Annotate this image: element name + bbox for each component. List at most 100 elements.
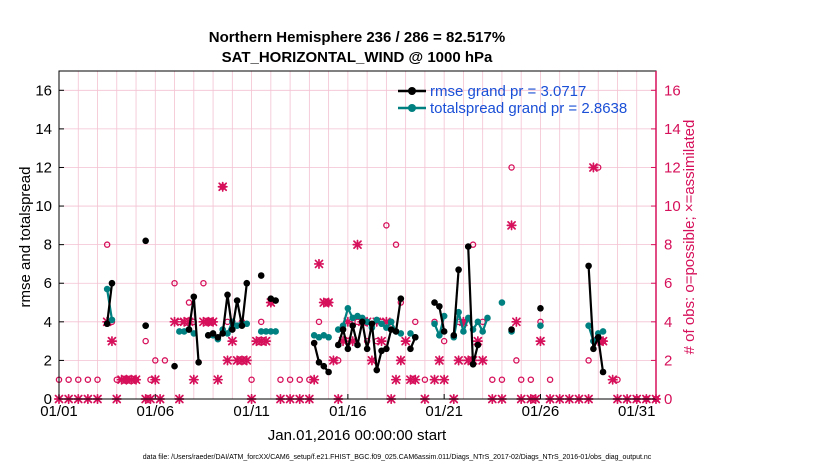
spread-point bbox=[325, 333, 332, 341]
obs-assimilated-marker bbox=[390, 374, 402, 385]
rmse-line bbox=[106, 283, 114, 324]
rmse-line bbox=[452, 269, 460, 336]
obs-possible-marker bbox=[94, 376, 101, 383]
obs-assimilated-marker bbox=[429, 374, 440, 385]
y-tick-label-right: 8 bbox=[664, 237, 672, 254]
obs-assimilated-marker bbox=[260, 336, 272, 347]
y-tick-label-right: 6 bbox=[664, 275, 672, 292]
obs-assimilated-marker bbox=[130, 374, 142, 385]
obs-assimilated-marker bbox=[439, 374, 450, 385]
rmse-point bbox=[142, 322, 149, 329]
rmse-point bbox=[320, 362, 328, 370]
rmse-point bbox=[310, 339, 318, 347]
rmse-point bbox=[590, 345, 597, 353]
obs-assimilated-marker bbox=[106, 336, 118, 347]
obs-assimilated-marker bbox=[313, 258, 325, 269]
rmse-point bbox=[440, 328, 448, 335]
x-tick-label: 01/11 bbox=[233, 403, 269, 420]
spread-point bbox=[599, 328, 607, 335]
obs-assimilated-marker bbox=[169, 316, 180, 327]
obs-assimilated-marker bbox=[607, 374, 618, 385]
rmse-point bbox=[190, 293, 198, 301]
x-tick-label: 01/21 bbox=[425, 403, 463, 420]
rmse-point bbox=[594, 333, 602, 341]
chart-title-line2: SAT_HORIZONTAL_WIND @ 1000 hPa bbox=[222, 49, 493, 66]
legend-rmse-label: rmse grand pr = 3.0717 bbox=[430, 83, 586, 100]
obs-assimilated-marker bbox=[352, 239, 363, 250]
spread-point bbox=[498, 299, 506, 306]
rmse-point bbox=[257, 272, 265, 279]
obs-possible-marker bbox=[498, 376, 506, 383]
spread-point bbox=[407, 330, 414, 337]
obs-possible-marker bbox=[315, 318, 323, 326]
obs-assimilated-marker bbox=[506, 220, 517, 231]
y-tick-label-left: 6 bbox=[44, 275, 52, 292]
rmse-point bbox=[585, 262, 592, 270]
obs-assimilated-marker bbox=[212, 374, 223, 385]
rmse-point bbox=[233, 297, 241, 304]
rmse-point bbox=[411, 333, 419, 341]
y-tick-label-right: 4 bbox=[664, 314, 672, 331]
y-axis-label-right: # of obs: o=possible; ×=assimilated bbox=[681, 120, 698, 355]
rmse-point bbox=[171, 362, 178, 370]
spread-point bbox=[460, 328, 467, 335]
obs-possible-marker bbox=[200, 279, 207, 287]
rmse-point bbox=[224, 291, 231, 299]
obs-possible-marker bbox=[142, 337, 149, 345]
obs-assimilated-marker bbox=[222, 355, 233, 366]
rmse-point bbox=[238, 322, 246, 329]
spread-point bbox=[585, 322, 592, 329]
spread-point bbox=[387, 318, 395, 326]
y-tick-label-left: 8 bbox=[44, 237, 52, 254]
spread-point bbox=[436, 332, 443, 339]
obs-possible-marker bbox=[412, 318, 419, 326]
spread-point bbox=[108, 316, 116, 324]
spread-point bbox=[103, 285, 111, 293]
y-tick-label-right: 2 bbox=[664, 352, 672, 369]
rmse-point bbox=[431, 299, 438, 306]
spread-point bbox=[257, 328, 265, 335]
rmse-point bbox=[349, 322, 356, 329]
obs-possible-marker bbox=[103, 241, 111, 248]
rmse-point bbox=[219, 330, 226, 337]
right-axis-line bbox=[655, 71, 657, 399]
y-tick-label-right: 10 bbox=[664, 198, 681, 215]
spread-point bbox=[262, 328, 270, 335]
x-tick-label: 01/06 bbox=[137, 403, 175, 420]
obs-possible-marker bbox=[65, 376, 72, 383]
obs-possible-marker bbox=[171, 279, 178, 287]
obs-possible-marker bbox=[286, 376, 294, 383]
spread-point bbox=[373, 316, 381, 324]
obs-assimilated-marker bbox=[150, 374, 161, 385]
ticks-layer: 01/01 01/06 01/11 01/16 01/21 01/26 01/31 0 0 2 2 4… bbox=[35, 82, 680, 420]
series-layer bbox=[103, 237, 607, 376]
x-tick-label: 01/31 bbox=[618, 403, 656, 420]
chart-title-line1: Northern Hemisphere 236 / 286 = 82.517% bbox=[209, 29, 505, 46]
rmse-point bbox=[359, 318, 366, 326]
spread-point bbox=[176, 328, 183, 335]
rmse-point bbox=[344, 345, 352, 353]
obs-assimilated-marker bbox=[309, 374, 320, 385]
rmse-point bbox=[185, 326, 193, 333]
obs-assimilated-marker bbox=[511, 316, 522, 327]
rmse-point bbox=[214, 333, 222, 341]
obs-possible-marker bbox=[421, 376, 429, 383]
obs-possible-marker bbox=[161, 357, 169, 364]
rmse-point bbox=[209, 330, 217, 337]
obs-possible-marker bbox=[277, 376, 284, 383]
obs-possible-marker bbox=[257, 318, 265, 326]
obs-assimilated-marker bbox=[588, 162, 599, 173]
spread-point bbox=[484, 314, 491, 322]
obs-possible-marker bbox=[185, 299, 193, 306]
rmse-point bbox=[537, 305, 544, 312]
legend: rmse grand pr = 3.0717 totalspread grand… bbox=[398, 83, 627, 117]
grid-layer bbox=[59, 71, 656, 399]
rmse-point bbox=[373, 366, 381, 374]
rmse-line bbox=[207, 283, 248, 339]
obs-possible-marker bbox=[546, 376, 554, 383]
rmse-point bbox=[315, 359, 323, 366]
rmse-point bbox=[469, 360, 477, 368]
spread-point bbox=[455, 308, 462, 316]
x-axis-label: Jan.01,2016 00:00:00 start bbox=[268, 427, 447, 444]
